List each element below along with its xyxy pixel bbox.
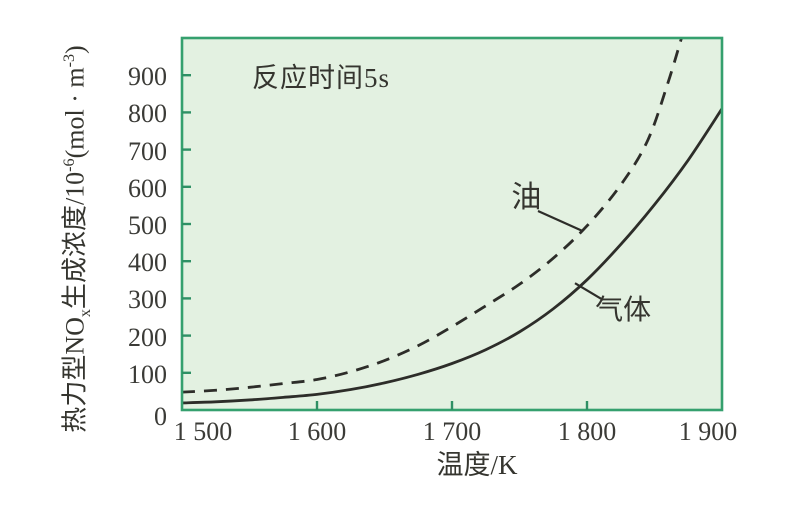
y-axis-label-segment: ) [60, 45, 90, 54]
y-axis-label-segment: -3 [61, 53, 78, 68]
y-axis-label-segment: 生成浓度/10 [60, 171, 90, 310]
y-axis-label-segment: -6 [61, 158, 78, 172]
y-tick-label: 200 [128, 322, 167, 352]
x-tick-label: 1 800 [557, 417, 617, 446]
y-tick-label: 400 [128, 248, 167, 278]
leader-line-gas [574, 282, 604, 301]
y-axis-label-segment: 热力型NO [60, 317, 90, 433]
x-axis-label: 温度/K [436, 450, 518, 480]
y-tick-label: 900 [128, 62, 167, 92]
y-axis-label-segment: (mol · m [60, 67, 90, 159]
series-label-oil: 油 [511, 180, 542, 214]
leader-line-oil [537, 209, 583, 232]
y-tick-label: 300 [128, 285, 167, 315]
reaction-time-annotation: 反应时间5s [252, 63, 391, 93]
y-tick-label: 600 [128, 173, 167, 203]
x-tick-label: 1 500 [173, 417, 233, 446]
y-axis-label-segment: x [76, 309, 94, 318]
y-tick-label: 0 [154, 402, 167, 431]
curve-gas [182, 107, 722, 405]
plot-background [182, 38, 722, 410]
y-tick-label: 700 [128, 136, 167, 166]
y-tick-label: 800 [128, 99, 167, 129]
y-axis-label: 热力型NOx生成浓度/10-6(mol · m-3) [53, 19, 94, 459]
x-tick-label: 1 700 [422, 417, 482, 446]
x-tick-label: 1 900 [678, 417, 738, 446]
y-tick-label: 500 [128, 211, 167, 240]
y-tick-label: 100 [128, 359, 167, 389]
curve-oil [182, 38, 683, 394]
x-tick-label: 1 600 [287, 417, 347, 446]
series-label-gas: 气体 [595, 295, 652, 327]
